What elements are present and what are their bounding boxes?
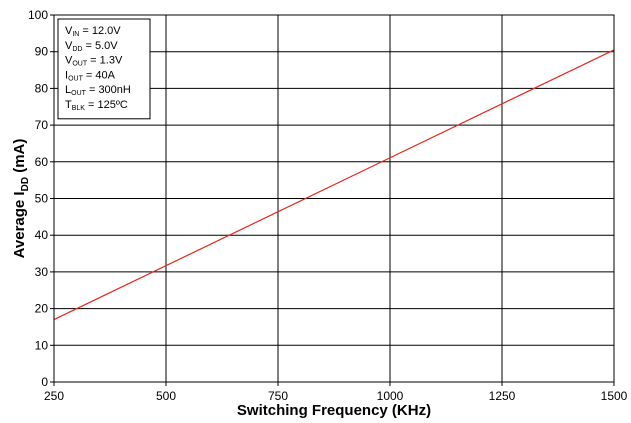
condition-subscript: OUT [71, 90, 87, 97]
condition-symbol: T [65, 99, 72, 111]
y-axis-title-main: Average I [11, 191, 28, 258]
condition-subscript: BLK [72, 105, 86, 112]
condition-value: = 5.0V [82, 40, 118, 52]
y-axis-title-unit: (mA) [11, 139, 28, 177]
condition-symbol: L [65, 84, 71, 96]
condition-line: LOUT = 300nH [65, 84, 131, 97]
condition-line: TBLK = 125ºC [65, 99, 128, 112]
condition-line: VDD = 5.0V [65, 40, 118, 53]
y-tick-label: 30 [35, 265, 49, 279]
condition-value: = 12.0V [79, 25, 121, 37]
y-tick-label: 100 [28, 8, 48, 22]
condition-value: = 40A [83, 69, 116, 81]
y-tick-label: 0 [41, 375, 48, 389]
condition-line: IOUT = 40A [65, 69, 116, 82]
condition-line: VIN = 12.0V [65, 25, 121, 38]
condition-subscript: IN [72, 31, 79, 38]
condition-value: = 300nH [86, 84, 131, 96]
y-tick-label: 10 [35, 338, 49, 352]
y-axis-title: Average IDD (mA) [11, 139, 31, 259]
condition-subscript: OUT [72, 61, 88, 68]
condition-value: = 125ºC [85, 99, 128, 111]
series-line [53, 49, 615, 321]
y-tick-label: 40 [35, 228, 49, 242]
condition-subscript: DD [72, 46, 82, 53]
x-tick-label: 1250 [489, 389, 516, 403]
conditions-box-frame [57, 18, 151, 120]
condition-symbol: V [65, 40, 73, 52]
condition-subscript: OUT [68, 75, 84, 82]
x-tick-label: 250 [44, 389, 64, 403]
y-tick-label: 90 [35, 45, 49, 59]
condition-symbol: V [65, 55, 73, 67]
x-tick-label: 1500 [601, 389, 628, 403]
y-tick-label: 20 [35, 302, 49, 316]
condition-symbol: I [65, 69, 68, 81]
y-tick-label: 80 [35, 81, 49, 95]
y-axis-title-subscript: DD [20, 177, 31, 191]
x-tick-label: 500 [156, 389, 176, 403]
x-axis-title: Switching Frequency (KHz) [237, 402, 431, 419]
x-tick-label: 750 [268, 389, 288, 403]
condition-symbol: V [65, 25, 73, 37]
y-tick-label: 70 [35, 118, 49, 132]
condition-line: VOUT = 1.3V [65, 55, 123, 68]
series-lines [53, 49, 615, 321]
plot-area-frame [53, 14, 615, 383]
tick-labels: 0 10 20 30 40 50 60 70 80 90 100 250 500 750 1000 1250 1… [28, 8, 628, 403]
y-tick-label: 60 [35, 155, 49, 169]
x-tick-label: 1000 [377, 389, 404, 403]
y-tick-label: 50 [35, 192, 49, 206]
condition-value: = 1.3V [87, 55, 123, 67]
